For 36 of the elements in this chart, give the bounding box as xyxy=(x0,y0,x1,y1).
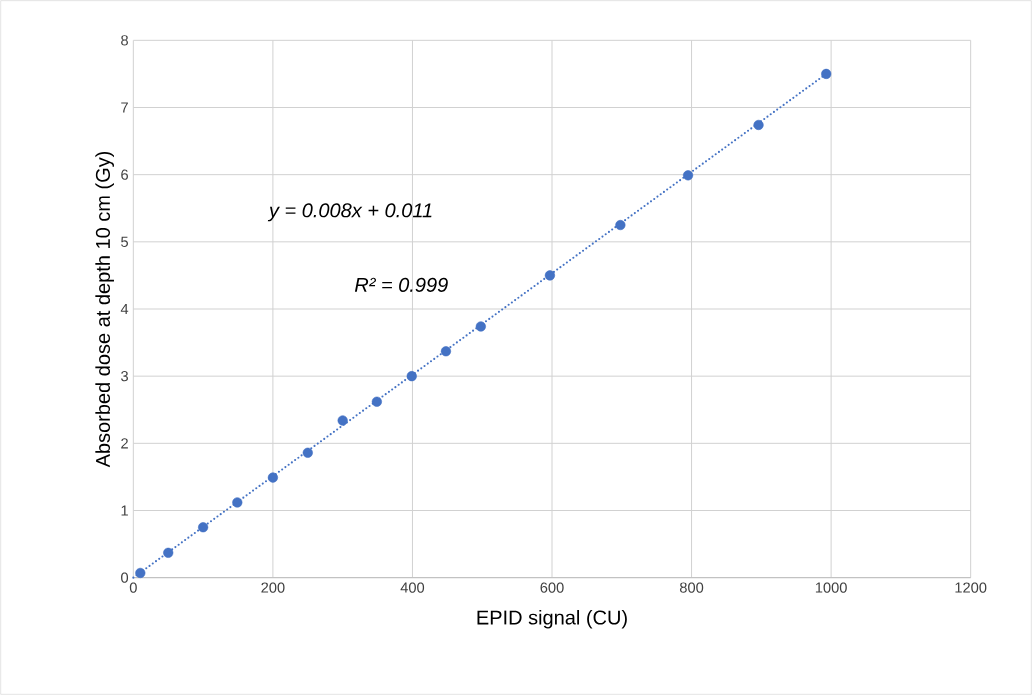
point xyxy=(753,119,764,131)
y-tick-label: 1 xyxy=(121,505,128,516)
x-tick-label: 0 xyxy=(129,582,137,593)
point xyxy=(615,219,626,231)
point xyxy=(135,567,146,579)
x-tick-label: 600 xyxy=(540,582,564,593)
x-axis-title: EPID signal (CU) xyxy=(477,609,627,629)
point xyxy=(371,396,382,407)
point xyxy=(163,547,174,558)
point xyxy=(475,321,486,332)
x-tick-label: 1000 xyxy=(815,582,847,593)
y-tick-label: 7 xyxy=(121,102,128,113)
point xyxy=(267,472,278,483)
point xyxy=(337,415,348,426)
point xyxy=(683,170,694,181)
y-axis-title: Absorbed dose at depth 10 cm (Gy) xyxy=(95,151,114,468)
x-tick-label: 200 xyxy=(261,582,285,593)
y-tick-label: 0 xyxy=(121,572,129,583)
point xyxy=(544,270,555,281)
point xyxy=(302,447,313,458)
x-tick-label: 1200 xyxy=(955,582,987,593)
point xyxy=(821,68,832,79)
point xyxy=(440,346,452,357)
annotation: y = 0.008x + 0.011 xyxy=(267,203,432,222)
y-tick-label: 2 xyxy=(121,438,128,449)
y-tick-label: 8 xyxy=(121,35,128,46)
y-tick-label: 5 xyxy=(121,236,128,247)
x-tick-label: 400 xyxy=(400,582,425,593)
point xyxy=(406,371,417,382)
y-tick-label: 4 xyxy=(120,303,129,315)
y-tick-label: 6 xyxy=(121,169,128,180)
x-tick-label: 800 xyxy=(679,582,704,593)
point xyxy=(198,522,209,533)
point xyxy=(232,497,243,508)
y-tick-label: 3 xyxy=(121,370,128,382)
annotation: R² = 0.999 xyxy=(354,277,448,292)
